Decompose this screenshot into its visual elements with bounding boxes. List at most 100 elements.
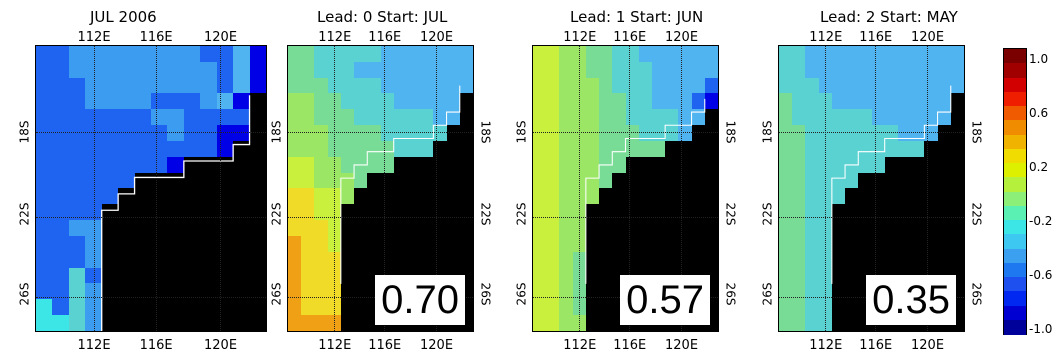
grid-cell <box>288 188 302 205</box>
grid-cell <box>200 46 217 62</box>
grid-cell <box>950 172 964 189</box>
grid-cell <box>288 109 302 126</box>
grid-cell <box>779 46 793 62</box>
colorbar <box>1003 48 1027 335</box>
grid-cell <box>233 156 250 173</box>
grid-cell <box>354 315 368 331</box>
grid-cell <box>845 109 859 126</box>
latitude-tick-left: 26S <box>17 282 32 306</box>
grid-cell <box>340 315 355 331</box>
gridline-longitude <box>220 46 221 331</box>
latitude-tick-left: 22S <box>269 202 284 226</box>
grid-cell <box>858 140 872 157</box>
colorbar-segment <box>1004 319 1026 335</box>
grid-cell <box>151 235 168 252</box>
grid-cell <box>871 61 885 78</box>
grid-cell <box>393 46 407 62</box>
grid-cell <box>446 156 460 173</box>
grid-cell <box>546 220 560 236</box>
grid-cell <box>818 299 832 316</box>
gridline-latitude <box>288 131 473 133</box>
grid-cell <box>354 125 368 141</box>
grid-cell <box>459 156 473 173</box>
gridline-latitude <box>779 131 964 133</box>
grid-cell <box>167 188 184 205</box>
grid-cell <box>380 188 394 205</box>
grid-cell <box>52 220 69 236</box>
grid-cell <box>101 235 119 252</box>
grid-cell <box>233 220 250 236</box>
grid-cell <box>704 156 718 173</box>
grid-cell <box>340 77 355 94</box>
grid-cell <box>572 140 586 157</box>
grid-cell <box>559 77 573 94</box>
grid-cell <box>546 109 560 126</box>
grid-cell <box>101 220 119 236</box>
longitude-tick-top: 120E <box>911 30 945 45</box>
grid-cell <box>937 140 951 157</box>
grid-cell <box>831 172 846 189</box>
grid-cell <box>805 267 819 284</box>
grid-cell <box>831 125 846 141</box>
grid-cell <box>340 140 355 157</box>
grid-cell <box>85 93 102 110</box>
grid-cell <box>818 156 832 173</box>
colorbar-segment <box>1004 177 1026 192</box>
colorbar-segment <box>1004 234 1026 249</box>
grid-cell <box>599 125 613 141</box>
grid-cell <box>52 61 69 78</box>
longitude-tick-top: 112E <box>77 30 111 45</box>
grid-cell <box>233 61 250 78</box>
grid-cell <box>612 77 626 94</box>
grid-cell <box>249 235 266 252</box>
panel-title: Lead: 1 Start: JUN <box>570 8 704 26</box>
grid-cell <box>831 109 846 126</box>
grid-cell <box>805 93 819 110</box>
colorbar-label: 1.0 <box>1029 52 1049 66</box>
grid-cell <box>845 156 859 173</box>
grid-cell <box>533 267 547 284</box>
grid-cell <box>249 188 266 205</box>
longitude-tick-bottom: 116E <box>613 338 647 353</box>
latitude-tick-left: 22S <box>17 202 32 226</box>
grid-cell <box>233 46 250 62</box>
grid-cell <box>233 267 250 284</box>
grid-cell <box>167 299 184 316</box>
grid-cell <box>638 235 652 252</box>
grid-cell <box>459 109 473 126</box>
grid-cell <box>420 93 434 110</box>
grid-cell <box>354 235 368 252</box>
grid-cell <box>301 188 315 205</box>
grid-cell <box>301 93 315 110</box>
grid-cell <box>301 140 315 157</box>
grid-cell <box>314 109 328 126</box>
longitude-tick-top: 120E <box>204 30 238 45</box>
grid-cell <box>818 125 832 141</box>
grid-cell <box>818 93 832 110</box>
grid-cell <box>937 172 951 189</box>
grid-cell <box>691 235 705 252</box>
grid-cell <box>585 109 600 126</box>
grid-cell <box>367 251 381 268</box>
grid-cell <box>420 251 434 268</box>
grid-cell <box>792 299 806 316</box>
grid-cell <box>950 251 964 268</box>
grid-cell <box>52 77 69 94</box>
grid-cell <box>233 77 250 94</box>
grid-cell <box>101 77 119 94</box>
grid-cell <box>792 46 806 62</box>
grid-cell <box>52 172 69 189</box>
grid-cell <box>420 172 434 189</box>
grid-cell <box>36 140 53 157</box>
grid-cell <box>612 235 626 252</box>
grid-cell <box>301 299 315 316</box>
grid-cell <box>327 267 341 284</box>
grid-cell <box>52 251 69 268</box>
grid-cell <box>897 125 912 141</box>
grid-cell <box>779 299 793 316</box>
grid-cell <box>638 156 652 173</box>
grid-cell <box>599 267 613 284</box>
grid-cell <box>85 109 102 126</box>
grid-cell <box>831 46 846 62</box>
grid-cell <box>792 267 806 284</box>
